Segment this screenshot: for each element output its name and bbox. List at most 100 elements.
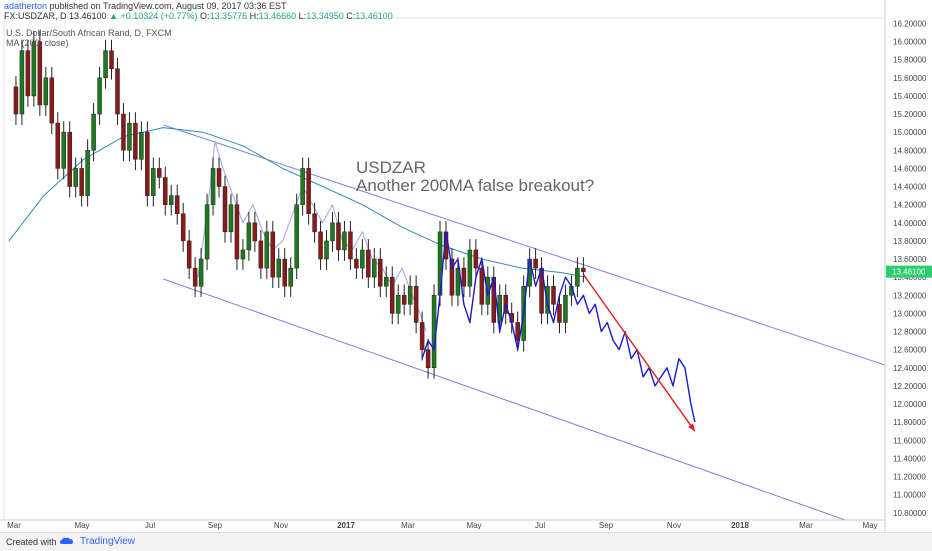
candle-body [372,258,377,278]
chart-area[interactable]: 16.20000 16.00000 15.80000 15.60000 15.40000… [0,0,932,532]
price-tick-label: 12.20000 [893,382,927,391]
price-tick-label: 15.20000 [893,110,927,119]
candle-body [354,258,359,269]
price-tick-label: 14.40000 [893,183,927,192]
candle-body [186,240,192,269]
price-tick-label: 11.60000 [893,436,926,445]
change-value: ▲ +0.10324 (+0.77%) [109,11,198,21]
candle-body [479,267,485,305]
price-tick-label: 14.60000 [893,164,927,173]
candle-body [533,258,538,269]
price-tick-label: 16.00000 [893,38,927,47]
candle-body [73,168,78,187]
candle-body [300,168,305,205]
price-tick-label: 11.20000 [893,473,926,482]
candle-body [216,168,222,187]
symbol-info[interactable]: FX:USDZAR, D 13.46100 [4,11,107,21]
candle-body [342,231,347,251]
arrow-shaft [582,274,696,432]
candle-body [55,122,61,169]
candle-body [473,249,479,269]
price-axis[interactable]: 16.20000 16.00000 15.80000 15.60000 15.40000… [884,0,932,532]
candle-body [276,258,282,278]
time-tick-label: 2018 [731,521,749,530]
price-tick-label: 16.20000 [893,19,927,28]
annotation-line1: USDZAR [356,158,426,177]
channel-lines [163,124,886,521]
candle-body [419,322,425,350]
candle-body [121,113,126,151]
candle-body [324,240,329,260]
candle-body [575,267,580,287]
candle-body [103,50,108,79]
candle-body [282,258,287,287]
publish-info: published on TradingView.com, August 09,… [49,1,287,11]
time-tick-label: Mar [799,521,813,530]
price-tag [886,265,932,278]
high-value: 13.46660 [258,11,297,21]
annotation-line2: Another 200MA false breakout? [356,176,594,195]
candle-body [389,276,395,314]
price-tick-label: 11.40000 [893,454,926,463]
time-tick-label: Sep [599,521,614,530]
candle-body [557,304,562,323]
candle-body [31,41,37,97]
candle-body [151,168,156,196]
candle-body [109,50,114,69]
price-tick-label: 13.40000 [893,273,927,282]
candle-body [294,204,299,269]
candle-body [413,285,419,323]
candle-body [378,258,383,287]
candle-body [425,349,431,369]
candle-body [145,131,150,196]
candle-body [401,295,407,305]
candle-body [127,122,132,151]
candle-body [180,213,186,242]
indicator-title[interactable]: MA (200, close) [6,38,69,48]
price-tag-label: 13.46100 [892,268,926,277]
price-tick-label: 14.20000 [893,201,927,210]
price-tick-label: 13.20000 [893,291,927,300]
tradingview-brand[interactable]: TradingView [80,536,136,547]
candle-body [157,168,162,178]
plot-border [3,17,886,521]
candle-body [330,222,335,242]
candle-body [198,258,204,287]
time-tick-label: Nov [667,521,681,530]
candle-body [252,222,258,242]
author-link[interactable]: adatherton [4,1,48,11]
candle-body [85,150,90,196]
candle-body [174,195,180,214]
series-title: U.S. Dollar/South African Rand, D, FXCM [6,28,172,38]
price-tick-label: 12.00000 [893,400,927,409]
price-tick-label: 15.80000 [893,56,927,65]
projection-path [421,231,696,423]
time-tick-label: 2017 [337,521,355,530]
candle-body [67,131,72,187]
candle-body [407,285,413,305]
candle-body [360,249,365,269]
price-tick-label: 11.00000 [893,491,926,500]
time-tick-label: Jul [145,521,155,530]
candle-body [139,131,144,160]
projection-line [421,231,696,423]
candle-body [192,267,198,287]
arrow-head [688,423,695,432]
time-axis[interactable]: Mar May Jul Sep Nov 2017 Mar May Jul Sep Nov 2018 Ma… [0,519,885,530]
price-tick-label: 12.80000 [893,328,927,337]
channel-lower-line [163,278,846,521]
time-tick-label: Mar [401,521,415,530]
candle-body [551,285,556,305]
channel-upper-line [163,124,886,366]
candle-body [336,222,341,251]
open-value: 13.35776 [209,11,248,21]
candle-body [258,240,264,269]
candle-body [97,77,102,115]
candle-body [240,249,246,260]
low-value: 13.34950 [306,11,344,21]
candle-body [234,204,240,260]
candle-body [91,113,96,151]
close-value: 13.46100 [355,11,393,21]
candle-body [515,322,520,341]
publish-line: adatherton published on TradingView.com,… [4,1,287,11]
